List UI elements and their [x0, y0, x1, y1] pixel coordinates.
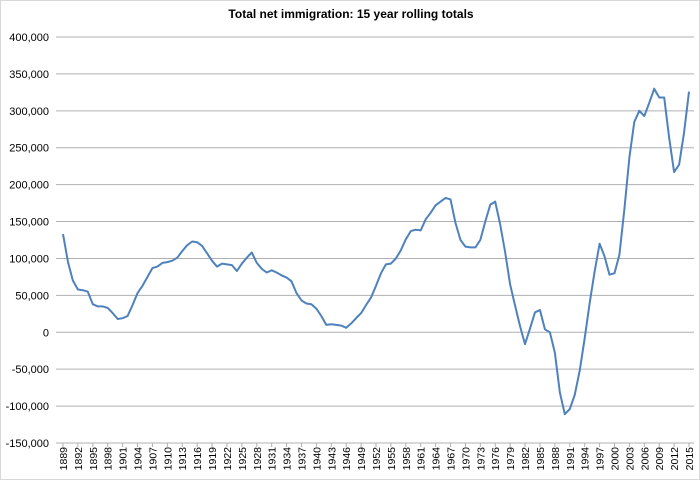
x-tick-label: 2015	[684, 447, 696, 471]
x-tick-label: 1952	[371, 447, 383, 471]
x-tick-label: 2009	[654, 447, 666, 471]
x-tick-label: 1931	[267, 447, 279, 471]
x-tick-label: 1970	[460, 447, 472, 471]
x-tick-label: 1991	[565, 447, 577, 471]
x-tick-label: 1976	[490, 447, 502, 471]
x-tick-label: 1925	[237, 447, 249, 471]
x-tick-label: 1907	[147, 447, 159, 471]
y-tick-label: 200,000	[9, 180, 49, 192]
x-tick-label: 1916	[192, 447, 204, 471]
x-tick-label: 1922	[222, 447, 234, 471]
y-tick-label: -50,000	[12, 364, 49, 376]
series-line	[63, 89, 689, 415]
x-tick-label: 1889	[58, 447, 70, 471]
x-tick-label: 1982	[520, 447, 532, 471]
x-tick-label: 2003	[624, 447, 636, 471]
x-tick-label: 1988	[550, 447, 562, 471]
x-tick-label: 1910	[162, 447, 174, 471]
x-tick-label: 1937	[296, 447, 308, 471]
x-tick-label: 1964	[431, 447, 443, 471]
y-tick-label: 50,000	[15, 290, 49, 302]
x-tick-label: 1904	[133, 447, 145, 471]
x-tick-label: 1961	[416, 447, 428, 471]
y-tick-label: -150,000	[6, 438, 49, 450]
x-tick-label: 1985	[535, 447, 547, 471]
x-tick-label: 1949	[356, 447, 368, 471]
x-tick-label: 1967	[446, 447, 458, 471]
x-tick-label: 1940	[311, 447, 323, 471]
x-tick-label: 1898	[103, 447, 115, 471]
x-tick-label: 1919	[207, 447, 219, 471]
x-tick-label: 1958	[401, 447, 413, 471]
y-tick-label: 400,000	[9, 32, 49, 44]
x-tick-label: 2000	[609, 447, 621, 471]
y-tick-label: 250,000	[9, 143, 49, 155]
x-tick-label: 2012	[669, 447, 681, 471]
y-tick-label: 300,000	[9, 106, 49, 118]
x-tick-label: 1994	[580, 447, 592, 471]
y-tick-label: -100,000	[6, 401, 49, 413]
x-tick-label: 1901	[118, 447, 130, 471]
x-tick-label: 1928	[252, 447, 264, 471]
y-tick-label: 100,000	[9, 253, 49, 265]
x-tick-label: 1913	[177, 447, 189, 471]
x-tick-label: 1934	[282, 447, 294, 471]
x-tick-label: 1955	[386, 447, 398, 471]
x-tick-label: 2006	[639, 447, 651, 471]
y-tick-label: 0	[43, 327, 49, 339]
y-tick-label: 150,000	[9, 217, 49, 229]
x-tick-label: 1895	[88, 447, 100, 471]
x-tick-label: 1973	[475, 447, 487, 471]
x-tick-label: 1979	[505, 447, 517, 471]
x-tick-label: 1997	[595, 447, 607, 471]
x-tick-label: 1892	[73, 447, 85, 471]
x-tick-label: 1946	[341, 447, 353, 471]
x-tick-label: 1943	[326, 447, 338, 471]
y-tick-label: 350,000	[9, 69, 49, 81]
